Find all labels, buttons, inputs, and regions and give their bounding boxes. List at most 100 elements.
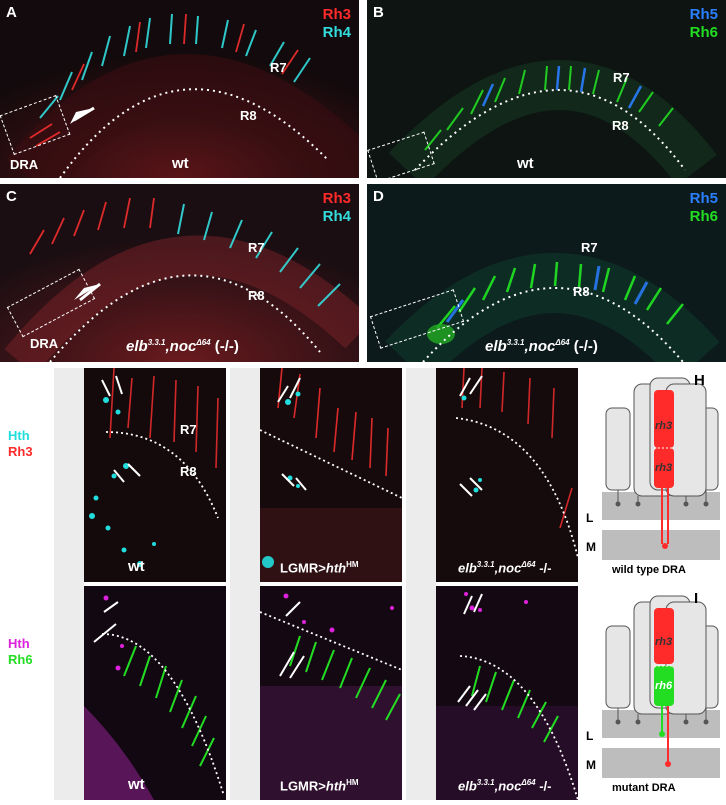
panel-g-top: G elb3.3.1,nocΔ64 -/- <box>436 368 578 582</box>
panel-f-gutter <box>230 368 260 800</box>
panel-a-image <box>0 0 359 178</box>
gene-label-bottom: rh6 <box>655 680 673 692</box>
r8-label: R8 <box>248 288 265 303</box>
genotype-label: wt <box>517 155 534 172</box>
diagram-caption: mutant DRA <box>612 782 676 794</box>
channel-label-rh6: Rh6 <box>689 24 718 41</box>
panel-d-letter: D <box>373 188 384 205</box>
genotype-label: wt <box>172 155 189 172</box>
layer-label-l: L <box>586 729 594 743</box>
genotype-part-suffix: -/- <box>535 560 552 576</box>
panel-f-bottom-image <box>260 586 402 800</box>
genotype-label: elb3.3.1,nocΔ64 -/- <box>458 778 552 793</box>
genotype-part-suffix: -/- <box>535 778 552 794</box>
genotype-superscript: Δ64 <box>196 338 211 347</box>
channel-label-rh4: Rh4 <box>322 24 351 41</box>
r7-label: R7 <box>180 422 197 437</box>
gene-label-top: rh3 <box>655 420 673 432</box>
panel-h-diagram <box>602 377 720 560</box>
panel-e-top: E R7 R8 wt <box>84 368 226 582</box>
r8-label: R8 <box>240 108 257 123</box>
panel-e-gutter <box>54 368 84 800</box>
panel-e-bottom-image <box>84 586 226 800</box>
genotype-part-elb: elb <box>126 338 148 355</box>
gene-label-bottom: rh3 <box>655 462 673 474</box>
genotype-superscript: Δ64 <box>555 338 570 347</box>
genotype-part-suffix: (-/-) <box>210 338 239 355</box>
genotype-part-elb: elb <box>458 560 477 576</box>
genotype-gene: hth <box>325 778 347 794</box>
r8-label: R8 <box>573 284 590 299</box>
panel-d: D Rh5 Rh6 R7 R8 elb3.3.1,nocΔ64 (-/-) <box>367 184 726 362</box>
panel-f-top-image <box>260 368 402 582</box>
panel-e-top-image <box>84 368 226 582</box>
dra-label: DRA <box>10 157 39 172</box>
panel-g-top-image <box>436 368 578 582</box>
genotype-part-noc: ,noc <box>494 778 522 794</box>
panel-f-top: F LGMR>hthHM <box>260 368 402 582</box>
panel-i-letter: I <box>694 590 699 607</box>
layer-label-l: L <box>586 511 594 525</box>
genotype-label: elb3.3.1,nocΔ64 (-/-) <box>126 338 239 355</box>
channel-label-rh5: Rh5 <box>689 190 718 207</box>
genotype-superscript: 3.3.1 <box>147 338 166 347</box>
genotype-label: elb3.3.1,nocΔ64 (-/-) <box>485 338 598 355</box>
channel-label-rh3: Rh3 <box>322 6 351 23</box>
panel-b: B Rh5 Rh6 R7 R8 wt <box>367 0 726 178</box>
panel-i: I rh3 rh6 L M mutant DRA <box>582 586 726 800</box>
panel-i-diagram <box>602 595 720 778</box>
layer-label-m: M <box>586 758 596 772</box>
genotype-part-elb: elb <box>458 778 477 794</box>
dra-label: DRA <box>30 336 59 351</box>
genotype-part-noc: ,noc <box>494 560 522 576</box>
panel-g-gutter <box>406 368 436 800</box>
panel-f-bottom: LGMR>hthHM <box>260 586 402 800</box>
gene-label-top: rh3 <box>655 636 673 648</box>
genotype-prefix: LGMR> <box>280 560 326 576</box>
panel-c: C Rh3 Rh4 R7 R8 DRA elb3.3.1,nocΔ64 (-/-… <box>0 184 359 362</box>
panel-c-image <box>0 184 359 362</box>
side-label-rh3: Rh3 <box>8 444 33 459</box>
r7-label: R7 <box>270 60 287 75</box>
channel-label-rh4: Rh4 <box>322 208 351 225</box>
side-label-hth: Hth <box>8 636 30 651</box>
genotype-label: wt <box>128 558 145 575</box>
channel-label-rh3: Rh3 <box>322 190 351 207</box>
channel-label-rh5: Rh5 <box>689 6 718 23</box>
channel-label-rh6: Rh6 <box>689 208 718 225</box>
side-label-hth: Hth <box>8 428 30 443</box>
genotype-label: wt <box>128 776 145 793</box>
genotype-superscript: 3.3.1 <box>506 338 525 347</box>
diagram-caption: wild type DRA <box>612 564 686 576</box>
panel-h-letter: H <box>694 372 705 389</box>
genotype-part-noc: ,noc <box>524 338 556 355</box>
genotype-label: elb3.3.1,nocΔ64 -/- <box>458 560 552 575</box>
r8-label: R8 <box>612 118 629 133</box>
genotype-superscript: HM <box>346 778 359 787</box>
genotype-part-suffix: (-/-) <box>569 338 598 355</box>
side-label-rh6: Rh6 <box>8 652 33 667</box>
r8-label: R8 <box>180 464 197 479</box>
genotype-superscript: Δ64 <box>521 560 536 569</box>
panel-c-letter: C <box>6 188 17 205</box>
genotype-part-noc: ,noc <box>165 338 197 355</box>
genotype-superscript: 3.3.1 <box>476 778 495 787</box>
genotype-superscript: HM <box>346 560 359 569</box>
panel-h: H rh3 rh3 L M wild type DRA <box>582 368 726 582</box>
panel-e-bottom: wt <box>84 586 226 800</box>
panel-g-bottom: elb3.3.1,nocΔ64 -/- <box>436 586 578 800</box>
panel-g-bottom-image <box>436 586 578 800</box>
panel-d-image <box>367 184 726 362</box>
layer-label-m: M <box>586 540 596 554</box>
side-label-bottom: Hth Rh6 <box>8 636 33 668</box>
genotype-superscript: 3.3.1 <box>476 560 495 569</box>
r7-label: R7 <box>581 240 598 255</box>
genotype-part-elb: elb <box>485 338 507 355</box>
panel-b-letter: B <box>373 4 384 21</box>
genotype-label: LGMR>hthHM <box>280 560 359 575</box>
genotype-prefix: LGMR> <box>280 778 326 794</box>
panel-b-image <box>367 0 726 178</box>
panel-a-letter: A <box>6 4 17 21</box>
genotype-gene: hth <box>325 560 347 576</box>
side-label-top: Hth Rh3 <box>8 428 33 460</box>
